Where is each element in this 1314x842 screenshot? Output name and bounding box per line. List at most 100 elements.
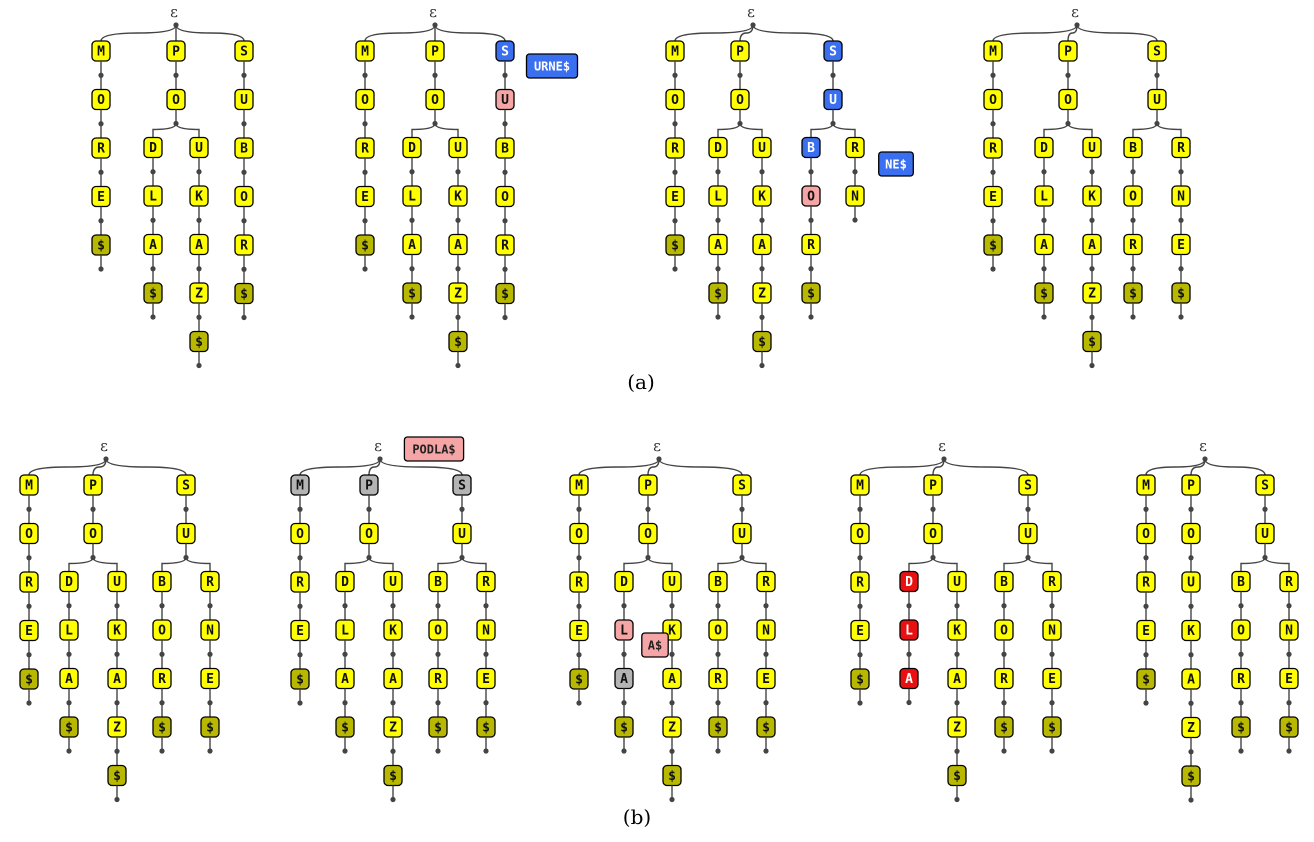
trie-node-r: R (1171, 136, 1191, 159)
trie-node-end: $ (994, 716, 1014, 738)
trie-node-u: U (176, 522, 196, 545)
trie-node-u: U (383, 570, 403, 593)
svg-text:N: N (1048, 624, 1056, 639)
trie-edge-dot (26, 700, 32, 706)
trie-edge-dot (114, 796, 120, 803)
trie-node-o: O (1231, 619, 1251, 641)
trie-edge-dot (759, 217, 765, 223)
trie-node-o: O (166, 88, 186, 111)
trie-edge-dot (576, 506, 582, 512)
trie-edge-dot (1001, 603, 1007, 609)
trie-edge-dot (435, 603, 441, 609)
trie-root-label: ε (747, 3, 755, 21)
svg-text:O: O (671, 93, 679, 108)
trie-edge-dot (435, 651, 441, 657)
trie-node-e: E (19, 619, 39, 642)
svg-text:O: O (1129, 190, 1137, 205)
trie-node-p: P (359, 474, 379, 496)
svg-text:B: B (158, 575, 166, 590)
trie-node-end: $ (1123, 282, 1143, 304)
trie-edge-dot (150, 266, 156, 272)
trie-node-m: M (290, 474, 310, 496)
svg-text:S: S (1261, 479, 1269, 494)
svg-text:$: $ (195, 335, 203, 350)
trie-node-l: L (143, 185, 163, 207)
trie-node-z: Z (1082, 282, 1102, 304)
svg-text:PODLA$: PODLA$ (412, 443, 455, 457)
trie-edge-dot (1188, 797, 1194, 803)
svg-text:D: D (620, 575, 628, 590)
trie-edge-dot (990, 266, 996, 272)
svg-text:R: R (762, 575, 770, 590)
trie-edge-dot (1238, 651, 1244, 657)
trie-edge-dot (455, 169, 461, 175)
trie-node-b: B (1123, 136, 1143, 159)
trie-edge-dot (808, 217, 814, 223)
svg-text:$: $ (113, 769, 121, 784)
trie-node-e: E (355, 185, 375, 208)
trie-node-p: P (1058, 40, 1078, 62)
trie-node-e: E (476, 667, 496, 690)
trie-node-s: S (234, 40, 254, 62)
trie-edge-dot (715, 700, 721, 706)
trie-node-r: R (91, 137, 111, 159)
svg-text:U: U (195, 141, 203, 156)
trie-node-n: N (756, 619, 776, 641)
trie-edge-dot (1262, 506, 1268, 512)
trie-panel: ε M O R E $ P O U K A Z $ S U B O R $ R N E $ (1136, 437, 1299, 803)
trie-edge-dot (1041, 266, 1047, 272)
svg-text:$: $ (762, 721, 770, 736)
svg-text:E: E (1177, 238, 1185, 253)
insert-string-tag: PODLA$ (403, 436, 465, 462)
svg-text:K: K (195, 190, 203, 205)
svg-text:O: O (575, 527, 583, 542)
trie-edge-dot (390, 700, 396, 706)
trie-node-o: O (234, 185, 254, 208)
trie-node-a: A (662, 667, 682, 690)
svg-text:$: $ (389, 769, 397, 784)
trie-node-d: D (402, 136, 422, 159)
trie-node-z: Z (662, 716, 682, 738)
trie-edge-dot (196, 169, 202, 175)
trie-edge-dot (1188, 652, 1194, 658)
trie-node-end: $ (200, 716, 220, 738)
svg-text:$: $ (758, 335, 766, 350)
svg-text:A: A (149, 238, 157, 253)
trie-edge-dot (196, 314, 202, 320)
trie-edge-dot (763, 651, 769, 657)
svg-text:$: $ (989, 239, 997, 254)
svg-text:$: $ (341, 721, 349, 736)
trie-edge-dot (1143, 506, 1149, 512)
trie-node-d: D (614, 570, 634, 593)
trie-edge-dot (990, 121, 996, 127)
svg-text:P: P (736, 45, 744, 60)
trie-node-m: M (19, 474, 39, 496)
trie-node-z: Z (947, 716, 967, 738)
trie-node-u: U (1255, 522, 1275, 545)
trie-node-o: O (801, 185, 821, 207)
svg-text:S: S (240, 45, 248, 60)
trie-node-r: R (355, 137, 375, 159)
trie-panel: ε M O R E $ P O D L A $ U K A Z $ S U B O R $ R N E $ (983, 3, 1191, 369)
trie-node-b: B (801, 136, 821, 159)
trie-node-r: R (569, 571, 589, 593)
trie-node-p: P (923, 474, 943, 496)
trie-edge-dot (852, 217, 858, 223)
trie-node-o: O (923, 522, 943, 545)
trie-edge-dot (26, 555, 32, 561)
trie-node-o: O (290, 522, 310, 545)
trie-edge-dot (954, 796, 960, 803)
svg-text:$: $ (1285, 721, 1293, 736)
svg-text:A: A (454, 238, 462, 253)
svg-text:O: O (1187, 527, 1195, 542)
trie-node-p: P (730, 40, 750, 62)
trie-edge-dot (715, 651, 721, 657)
trie-edge-dot (502, 218, 508, 224)
trie-node-a: A (107, 667, 127, 690)
trie-node-end: $ (107, 764, 127, 787)
trie-node-s: S (452, 474, 472, 496)
svg-text:U: U (738, 527, 746, 542)
svg-text:R: R (501, 239, 509, 254)
trie-edge-dot (207, 748, 213, 754)
trie-edge-dot (362, 218, 368, 224)
